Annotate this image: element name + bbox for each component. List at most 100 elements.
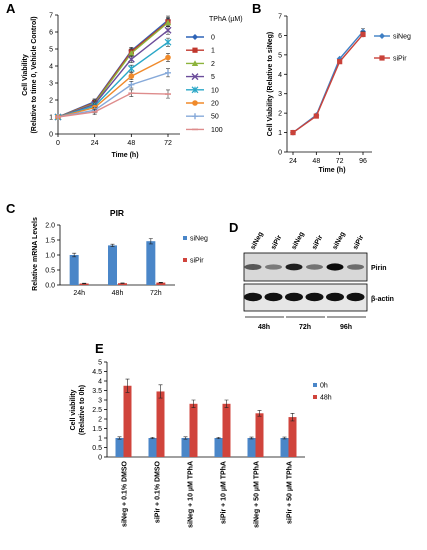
panel-e-y-tick-label: 3.5 bbox=[92, 388, 102, 395]
panel-e-y-label-line2: (Relative to 0h) bbox=[79, 385, 86, 435]
panel-c-legend-swatch bbox=[183, 236, 187, 240]
pirin-band bbox=[306, 264, 323, 269]
panel-e-x-tick-label: siPir + 10 µM TPhA bbox=[221, 461, 228, 524]
panel-a-data-point bbox=[165, 55, 171, 61]
panel-label-e: E bbox=[95, 341, 104, 356]
panel-a-legend-marker bbox=[192, 34, 198, 40]
blot-row-label-pirin: Pirin bbox=[371, 265, 387, 272]
panel-b-y-tick-label: 4 bbox=[278, 72, 282, 79]
panel-c-error-bar bbox=[121, 283, 125, 284]
panel-a-legend-label: 1 bbox=[211, 48, 215, 55]
panel-c-bar-chart: PIR Relative mRNA Levels 0.0 0.5 1.0 1.5 2.0… bbox=[32, 208, 208, 297]
panel-b-y-tick-label: 5 bbox=[278, 52, 282, 59]
panel-e-x-tick-label: siNeg + 10 µM TPhA bbox=[188, 461, 195, 528]
panel-e-x-tick-label: siNeg + 50 µM TPhA bbox=[254, 461, 261, 528]
panel-c-bar bbox=[108, 245, 117, 285]
panel-label-c: C bbox=[6, 201, 16, 216]
pirin-band bbox=[245, 264, 262, 270]
panel-a-y-tick-label: 2 bbox=[49, 98, 53, 105]
panel-e-bar bbox=[149, 438, 157, 457]
panel-b-x-label: Time (h) bbox=[318, 167, 345, 174]
panel-c-x-tick-label: 72h bbox=[150, 290, 162, 297]
panel-e-y-tick-label: 1.5 bbox=[92, 426, 102, 433]
panel-c-error-bar bbox=[159, 282, 163, 283]
panel-b-y-tick-label: 3 bbox=[278, 91, 282, 98]
panel-c-x-tick-label: 48h bbox=[112, 290, 124, 297]
panel-e-bar bbox=[248, 438, 256, 457]
panel-a-legend-label: 2 bbox=[211, 61, 215, 68]
panel-a-y-tick-label: 3 bbox=[49, 81, 53, 88]
panel-a-x-label: Time (h) bbox=[111, 152, 138, 159]
panel-e-y-tick-label: 1 bbox=[98, 436, 102, 443]
panel-a-x-tick-label: 48 bbox=[127, 140, 135, 147]
panel-a-legend-label: 50 bbox=[211, 114, 219, 121]
panel-a-y-tick-label: 6 bbox=[49, 30, 53, 37]
panel-e-bar bbox=[124, 386, 132, 457]
panel-a-x-tick-label: 0 bbox=[56, 140, 60, 147]
panel-e-bar bbox=[182, 438, 190, 457]
blot-lane-label: siPir bbox=[311, 234, 324, 251]
panel-a-y-label-line2: (Relative to time 0, Vehicle Control) bbox=[31, 16, 38, 133]
panel-e-y-tick-label: 0 bbox=[98, 455, 102, 462]
panel-b-data-point bbox=[360, 32, 365, 37]
panel-e-legend-swatch bbox=[313, 395, 317, 399]
panel-a-legend-marker bbox=[192, 48, 197, 53]
pirin-band bbox=[327, 263, 344, 270]
panel-a-y-tick-label: 5 bbox=[49, 47, 53, 54]
panel-d-western-blot: Pirin β-actin 48h 72h 96h siNeg siPir siNe… bbox=[244, 231, 394, 331]
panel-e-y-tick-label: 2 bbox=[98, 417, 102, 424]
panel-c-title: PIR bbox=[110, 208, 124, 218]
panel-e-bar bbox=[281, 438, 289, 457]
panel-e-y-tick-label: 4 bbox=[98, 379, 102, 386]
pirin-band bbox=[265, 264, 282, 269]
panel-e-y-tick-label: 4.5 bbox=[92, 369, 102, 376]
panel-b-data-point bbox=[290, 130, 295, 135]
panel-c-x-tick-label: 24h bbox=[73, 290, 85, 297]
panel-a-legend-marker bbox=[192, 100, 198, 106]
panel-a-legend-label: 10 bbox=[211, 87, 219, 94]
panel-e-y-tick-label: 0.5 bbox=[92, 445, 102, 452]
panel-b-y-tick-label: 1 bbox=[278, 130, 282, 137]
panel-a-y-tick-label: 4 bbox=[49, 64, 53, 71]
blot-lane-label: siPir bbox=[270, 234, 283, 251]
panel-a-legend-label: 100 bbox=[211, 127, 223, 134]
panel-a-data-point bbox=[165, 70, 171, 76]
panel-e-x-tick-label: siPir + 0.1% DMSO bbox=[155, 460, 162, 523]
panel-a-y-tick-label: 0 bbox=[49, 132, 53, 139]
panel-a-y-tick-label: 1 bbox=[49, 115, 53, 122]
panel-c-legend-swatch bbox=[183, 258, 187, 262]
panel-b-x-tick-label: 48 bbox=[312, 158, 320, 165]
panel-a-legend-label: 20 bbox=[211, 101, 219, 108]
blot-lane-label: siNeg bbox=[332, 231, 347, 251]
panel-label-a: A bbox=[6, 1, 16, 16]
panel-b-legend-marker bbox=[379, 33, 385, 39]
panel-c-bar bbox=[70, 255, 79, 285]
blot-lane-label: siPir bbox=[352, 234, 365, 251]
panel-label-d: D bbox=[229, 220, 238, 235]
panel-b-y-label: Cell Viability (Relative to siNeg) bbox=[267, 32, 274, 137]
panel-e-bar-chart: Cell viability (Relative to 0h) 0 0.5 1 1.5… bbox=[70, 360, 332, 528]
panel-b-y-tick-label: 7 bbox=[278, 14, 282, 21]
panel-e-y-tick-label: 5 bbox=[98, 360, 102, 367]
panel-b-x-tick-label: 96 bbox=[359, 158, 367, 165]
actin-band bbox=[265, 293, 283, 301]
panel-a-y-label-line1: Cell Viability bbox=[22, 54, 29, 96]
panel-a-legend-title: TPhA (µM) bbox=[209, 16, 243, 23]
panel-e-y-tick-label: 2.5 bbox=[92, 407, 102, 414]
panel-a-data-point bbox=[165, 39, 171, 45]
actin-band bbox=[306, 293, 324, 301]
panel-b-x-tick-label: 72 bbox=[336, 158, 344, 165]
panel-a-series-line bbox=[58, 30, 168, 117]
panel-c-error-bar bbox=[82, 283, 86, 284]
panel-a-legend-label: 5 bbox=[211, 74, 215, 81]
blot-time-72h: 72h bbox=[299, 324, 311, 331]
blot-lane-label: siNeg bbox=[291, 231, 306, 251]
panel-a-y-tick-label: 7 bbox=[49, 13, 53, 20]
panel-e-legend-label: 0h bbox=[320, 383, 328, 390]
panel-e-x-tick-label: siPir + 50 µM TPhA bbox=[287, 461, 294, 524]
panel-a-series-line bbox=[58, 42, 168, 117]
panel-c-y-label: Relative mRNA Levels bbox=[32, 217, 39, 291]
panel-a-data-point bbox=[129, 73, 135, 79]
panel-c-legend-label: siPir bbox=[190, 258, 204, 265]
